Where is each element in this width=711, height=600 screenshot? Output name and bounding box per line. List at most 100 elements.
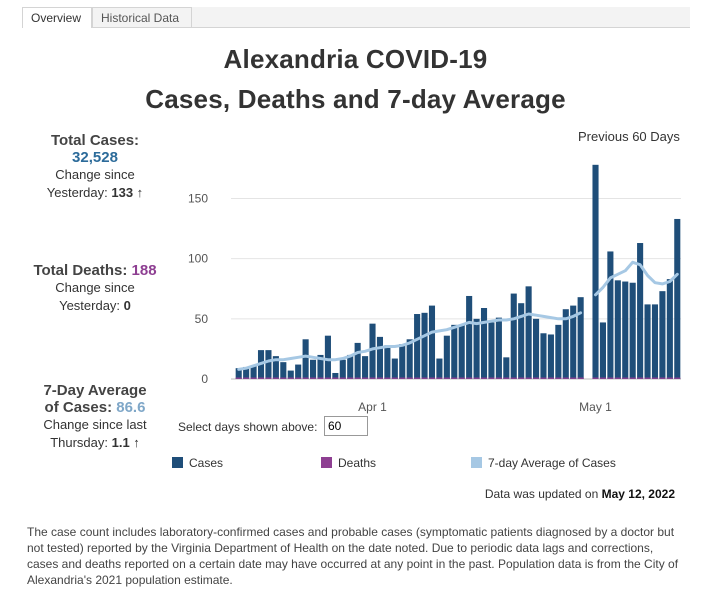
x-tick-label-0: Apr 1 — [358, 400, 387, 414]
case-bar-11 — [317, 354, 324, 379]
avg-cases-change-label-1: Change since last — [43, 417, 147, 432]
death-bar-32 — [473, 377, 480, 379]
death-bar-10 — [310, 377, 317, 379]
days-selector: Select days shown above: — [178, 416, 368, 436]
case-bar-45 — [570, 305, 577, 379]
total-cases-change-label-1: Change since — [55, 167, 135, 182]
case-bar-2 — [250, 365, 257, 379]
case-bar-59 — [674, 218, 681, 379]
case-bar-29 — [451, 324, 458, 379]
total-deaths-change-label-2: Yesterday: — [59, 298, 121, 313]
legend-item-deaths[interactable]: Deaths — [321, 456, 376, 470]
average-line-0 — [237, 311, 583, 371]
case-bar-25 — [421, 312, 428, 379]
legend-item-average[interactable]: 7-day Average of Cases — [471, 456, 616, 470]
case-bar-16 — [354, 342, 361, 379]
case-bar-57 — [659, 291, 666, 379]
case-bar-26 — [428, 305, 436, 379]
death-bar-19 — [376, 377, 383, 379]
death-bar-52 — [622, 377, 629, 379]
death-bar-27 — [436, 377, 443, 379]
death-bar-20 — [384, 377, 391, 379]
case-bar-17 — [362, 356, 369, 379]
total-deaths-panel: Total Deaths: 188 Change since Yesterday… — [10, 262, 180, 315]
case-bar-53 — [629, 282, 636, 379]
updated-date: May 12, 2022 — [601, 487, 675, 501]
legend-label-cases: Cases — [189, 456, 224, 470]
death-bar-12 — [324, 377, 331, 379]
case-bar-20 — [384, 345, 391, 379]
death-bar-17 — [362, 377, 369, 379]
death-bar-23 — [406, 377, 413, 379]
total-cases-change: Yesterday: 133 ↑ — [10, 184, 180, 202]
death-bar-15 — [347, 377, 354, 379]
total-deaths-value: 188 — [131, 262, 157, 279]
case-bar-44 — [562, 309, 569, 379]
total-deaths-change-value: 0 — [123, 298, 131, 313]
death-bar-34 — [488, 377, 495, 379]
total-deaths-heading: Total Deaths: 188 — [10, 262, 180, 279]
days-input[interactable] — [324, 416, 368, 436]
case-bar-24 — [414, 314, 421, 379]
avg-cases-panel: 7-Day Average of Cases: 86.6 Change sinc… — [10, 382, 180, 452]
case-bar-19 — [376, 336, 383, 379]
case-bar-35 — [495, 317, 502, 379]
death-bar-22 — [399, 377, 406, 379]
case-bar-14 — [339, 359, 346, 379]
death-bar-4 — [265, 377, 272, 379]
avg-cases-change-value: 1.1 ↑ — [111, 435, 140, 450]
case-bar-42 — [547, 334, 554, 379]
death-bar-54 — [637, 377, 644, 379]
case-bar-46 — [577, 297, 584, 379]
total-cases-value: 32,528 — [72, 149, 118, 166]
death-bar-24 — [414, 377, 421, 379]
legend-item-cases[interactable]: Cases — [172, 456, 223, 470]
tab-historical-data[interactable]: Historical Data — [92, 7, 192, 27]
case-bar-27 — [436, 358, 443, 379]
death-bar-42 — [547, 377, 554, 379]
death-bar-8 — [295, 377, 302, 379]
case-bar-6 — [280, 362, 287, 379]
case-bar-28 — [443, 335, 450, 379]
case-bar-15 — [347, 354, 354, 379]
tab-overview[interactable]: Overview — [22, 7, 92, 28]
death-bar-6 — [280, 377, 287, 379]
avg-cases-change-label-2: Thursday: — [50, 435, 108, 450]
case-bar-51 — [614, 280, 621, 379]
case-bar-12 — [324, 335, 331, 379]
total-cases-panel: Total Cases: 32,528 Change since Yesterd… — [10, 132, 180, 202]
case-bar-52 — [622, 281, 629, 379]
days-selector-label: Select days shown above: — [178, 420, 318, 434]
avg-cases-value: 86.6 — [116, 399, 146, 416]
case-bar-43 — [555, 324, 562, 379]
death-bar-30 — [458, 377, 465, 379]
avg-cases-change: Thursday: 1.1 ↑ — [10, 434, 180, 452]
death-bar-38 — [518, 377, 525, 379]
avg-cases-heading: of Cases: 86.6 — [10, 399, 180, 416]
case-bar-41 — [540, 333, 547, 379]
death-bar-59 — [674, 377, 681, 379]
death-bar-2 — [250, 377, 257, 379]
case-bar-21 — [391, 358, 398, 379]
case-bar-56 — [651, 304, 659, 379]
y-tick-label-150: 150 — [188, 192, 208, 206]
case-bar-30 — [458, 324, 465, 379]
death-bar-41 — [540, 377, 547, 379]
case-bar-31 — [466, 295, 473, 379]
legend-label-deaths: Deaths — [338, 456, 377, 470]
total-deaths-change-label-1: Change since — [55, 280, 135, 295]
death-bar-46 — [577, 377, 584, 379]
death-bar-18 — [369, 377, 376, 379]
case-bar-4 — [265, 350, 272, 379]
death-bar-37 — [510, 377, 517, 379]
case-bar-5 — [272, 356, 279, 379]
case-bar-38 — [518, 303, 525, 379]
case-bar-13 — [332, 372, 339, 379]
death-bar-44 — [562, 377, 569, 379]
case-bar-32 — [473, 318, 480, 379]
death-bar-0 — [235, 377, 242, 379]
avg-cases-label-2: of Cases: — [44, 399, 113, 416]
death-bar-31 — [466, 377, 473, 379]
case-bar-55 — [644, 304, 651, 379]
death-bar-35 — [495, 377, 502, 379]
